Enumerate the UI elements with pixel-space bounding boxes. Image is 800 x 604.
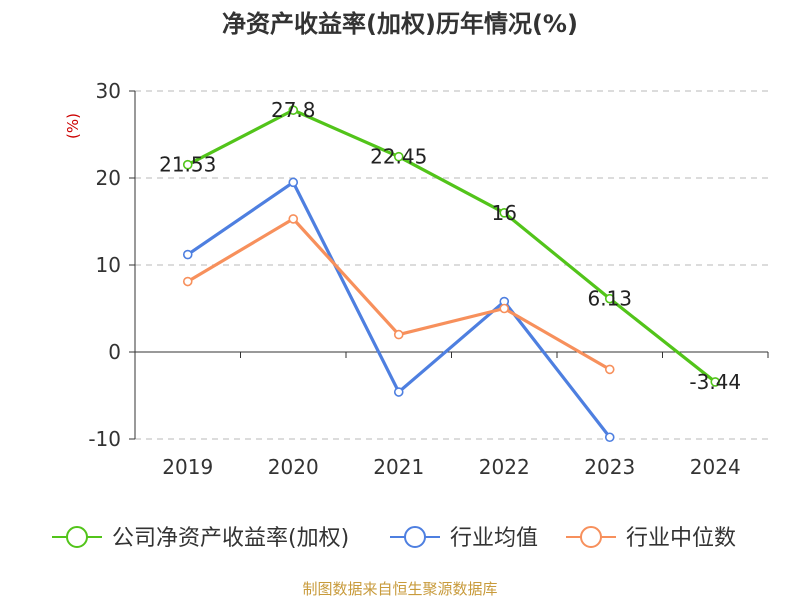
x-tick-label: 2022 bbox=[479, 455, 530, 479]
data-point bbox=[393, 329, 404, 340]
data-point bbox=[288, 105, 299, 115]
data-point bbox=[288, 214, 299, 224]
axes: -10 0 10 20 30 2019 2020 2021 2022 2023 2024 bbox=[88, 79, 769, 479]
y-tick-label: 10 bbox=[96, 253, 121, 277]
data-labels: 21.53 27.8 22.45 16 6.13 -3.44 bbox=[159, 98, 741, 394]
x-tick-label: 2024 bbox=[690, 455, 741, 479]
y-axis-label: (%) bbox=[64, 113, 82, 139]
series-line-0 bbox=[187, 108, 717, 384]
x-tick-label: 2021 bbox=[373, 455, 424, 479]
legend-marker-0 bbox=[66, 526, 88, 548]
y-tick-label: -10 bbox=[88, 427, 121, 451]
data-point bbox=[499, 208, 510, 218]
series-line-2 bbox=[186, 217, 611, 371]
chart-title: 净资产收益率(加权)历年情况(%) bbox=[222, 10, 578, 38]
legend-marker-2 bbox=[580, 526, 602, 548]
data-point bbox=[182, 276, 193, 287]
data-point bbox=[182, 249, 193, 260]
data-point bbox=[393, 151, 404, 162]
data-point bbox=[604, 432, 615, 443]
legend: 公司净资产收益率(加权) 行业均值 行业中位数 bbox=[52, 526, 736, 551]
legend-label-1: 行业均值 bbox=[450, 526, 538, 551]
y-tick-label: 0 bbox=[108, 340, 121, 364]
series-line-1 bbox=[186, 180, 612, 439]
data-point bbox=[604, 293, 615, 304]
data-point bbox=[393, 387, 404, 397]
data-label: -3.44 bbox=[689, 370, 741, 394]
data-point bbox=[288, 177, 299, 188]
legend-label-0: 公司净资产收益率(加权) bbox=[112, 526, 349, 551]
data-label: 22.45 bbox=[370, 145, 427, 169]
y-tick-label: 30 bbox=[96, 79, 121, 103]
x-tick-label: 2020 bbox=[268, 455, 319, 479]
x-tick-label: 2023 bbox=[584, 455, 635, 479]
data-point bbox=[182, 159, 193, 170]
legend-marker-1 bbox=[404, 526, 426, 548]
data-label: 6.13 bbox=[587, 287, 632, 311]
source-note: 制图数据来自恒生聚源数据库 bbox=[302, 580, 497, 598]
x-tick-label: 2019 bbox=[162, 455, 213, 479]
legend-label-2: 行业中位数 bbox=[626, 526, 736, 551]
data-label: 21.53 bbox=[159, 153, 216, 177]
data-label: 16 bbox=[492, 201, 517, 225]
y-tick-label: 20 bbox=[96, 166, 121, 190]
data-point bbox=[499, 303, 510, 314]
series-lines bbox=[182, 105, 721, 443]
data-point bbox=[710, 377, 721, 387]
data-point bbox=[604, 364, 615, 375]
data-label: 27.8 bbox=[271, 98, 316, 122]
